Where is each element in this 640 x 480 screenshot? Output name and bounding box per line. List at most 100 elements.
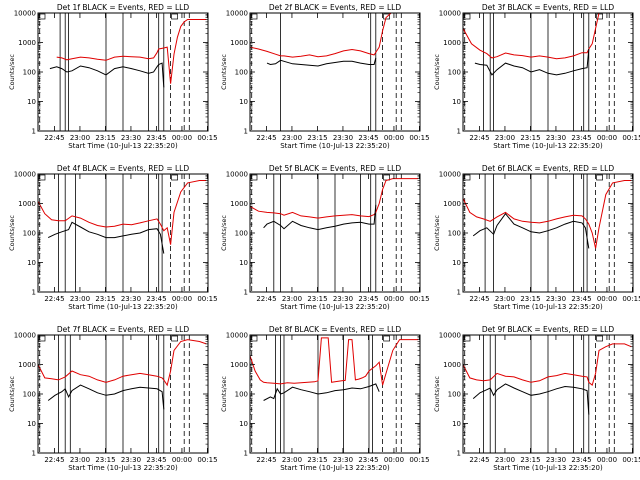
y-tick-label: 10000	[226, 332, 248, 340]
x-tick-label: 22:45	[44, 134, 64, 142]
x-tick-label: 23:30	[546, 456, 566, 464]
events-series-line	[266, 57, 377, 67]
y-axis-label: Counts/sec	[220, 54, 228, 90]
chart-title: Det 4f BLACK = Events, RED = LLD	[57, 164, 190, 173]
y-tick-label: 10000	[439, 332, 461, 340]
flag-marker-icon	[171, 174, 178, 181]
y-axis-label: Counts/sec	[8, 376, 16, 412]
chart-title: Det 1f BLACK = Events, RED = LLD	[57, 3, 190, 12]
chart-title: Det 3f BLACK = Events, RED = LLD	[482, 3, 615, 12]
y-tick-label: 1000	[230, 361, 248, 369]
x-tick-label: 00:15	[197, 134, 217, 142]
x-tick-label: 22:45	[256, 456, 276, 464]
x-tick-label: 00:00	[597, 295, 617, 303]
y-tick-label: 10	[27, 98, 36, 106]
flag-marker-icon	[463, 174, 471, 181]
y-tick-label: 100	[23, 230, 36, 238]
flag-marker-icon	[171, 13, 178, 20]
y-tick-label: 1	[457, 128, 461, 136]
x-tick-label: 23:30	[333, 134, 353, 142]
x-tick-label: 23:15	[95, 456, 115, 464]
x-axis-label: Start Time (10-Jul-13 22:35:20)	[68, 464, 178, 472]
x-tick-label: 23:00	[495, 295, 515, 303]
y-tick-label: 1	[32, 289, 36, 297]
x-tick-label: 23:00	[282, 295, 302, 303]
x-tick-label: 00:15	[409, 456, 429, 464]
chart-title: Det 2f BLACK = Events, RED = LLD	[269, 3, 402, 12]
x-tick-label: 23:15	[520, 456, 540, 464]
y-tick-label: 10	[452, 98, 461, 106]
flag-marker-icon	[38, 13, 46, 20]
x-tick-label: 23:15	[95, 134, 115, 142]
x-tick-label: 23:45	[146, 134, 166, 142]
flag-marker-icon	[463, 335, 471, 342]
y-tick-label: 1000	[18, 361, 36, 369]
y-tick-label: 10	[239, 98, 248, 106]
events-series-line	[263, 204, 377, 231]
x-tick-label: 23:30	[121, 456, 141, 464]
x-tick-label: 23:45	[571, 456, 591, 464]
y-tick-label: 1000	[443, 39, 461, 47]
x-tick-label: 00:00	[384, 295, 404, 303]
x-tick-label: 23:45	[146, 295, 166, 303]
chart-title: Det 9f BLACK = Events, RED = LLD	[482, 325, 615, 334]
y-tick-label: 1000	[230, 39, 248, 47]
lld-series-line	[56, 19, 207, 84]
y-tick-label: 1	[32, 450, 36, 458]
lld-series-line	[249, 337, 419, 386]
x-tick-label: 23:00	[495, 134, 515, 142]
x-tick-label: 00:15	[622, 456, 640, 464]
x-tick-label: 00:15	[622, 134, 640, 142]
x-tick-label: 00:00	[597, 456, 617, 464]
events-series-line	[263, 383, 380, 401]
y-tick-label: 1000	[18, 39, 36, 47]
x-tick-label: 22:45	[44, 295, 64, 303]
chart-panel-2: Det 2f BLACK = Events, RED = LLD 1 10 100 10…	[220, 3, 430, 150]
x-tick-label: 23:45	[146, 456, 166, 464]
y-axis-label: Counts/sec	[8, 215, 16, 251]
y-tick-label: 1000	[443, 361, 461, 369]
x-tick-label: 00:15	[197, 295, 217, 303]
y-tick-label: 10	[452, 259, 461, 267]
y-tick-label: 1	[457, 450, 461, 458]
x-tick-label: 00:00	[172, 295, 192, 303]
x-tick-label: 23:15	[520, 134, 540, 142]
y-axis-label: Counts/sec	[8, 54, 16, 90]
y-axis-label: Counts/sec	[433, 215, 441, 251]
lld-series-line	[462, 343, 632, 386]
x-tick-label: 22:45	[469, 134, 489, 142]
x-tick-label: 23:45	[358, 456, 378, 464]
flag-marker-icon	[596, 174, 603, 181]
x-axis-label: Start Time (10-Jul-13 22:35:20)	[68, 142, 178, 150]
flag-marker-icon	[250, 335, 258, 342]
x-axis-label: Start Time (10-Jul-13 22:35:20)	[280, 464, 390, 472]
y-tick-label: 100	[235, 230, 248, 238]
y-tick-label: 1	[244, 450, 248, 458]
y-tick-label: 1	[244, 128, 248, 136]
y-tick-label: 10000	[14, 171, 36, 179]
x-axis-label: Start Time (10-Jul-13 22:35:20)	[493, 142, 603, 150]
events-series-line	[47, 384, 165, 410]
flag-marker-icon	[38, 335, 46, 342]
x-axis-label: Start Time (10-Jul-13 22:35:20)	[280, 142, 390, 150]
y-tick-label: 1000	[443, 200, 461, 208]
x-tick-label: 23:30	[546, 134, 566, 142]
y-tick-label: 1000	[230, 200, 248, 208]
flag-marker-icon	[250, 174, 258, 181]
x-tick-label: 22:45	[469, 295, 489, 303]
y-tick-label: 1	[32, 128, 36, 136]
chart-panel-4: Det 4f BLACK = Events, RED = LLD 1 10 100 10…	[8, 164, 218, 311]
x-tick-label: 23:00	[70, 134, 90, 142]
flag-marker-icon	[383, 335, 390, 342]
y-tick-label: 10	[239, 420, 248, 428]
x-tick-label: 23:15	[307, 134, 327, 142]
y-tick-label: 100	[448, 230, 461, 238]
x-tick-label: 23:30	[333, 295, 353, 303]
y-tick-label: 100	[448, 391, 461, 399]
y-tick-label: 10000	[14, 10, 36, 18]
chart-panel-6: Det 6f BLACK = Events, RED = LLD 1 10 100 10…	[433, 164, 640, 311]
lld-series-line	[37, 339, 207, 387]
chart-panel-8: Det 8f BLACK = Events, RED = LLD 1 10 100 10…	[220, 325, 430, 472]
